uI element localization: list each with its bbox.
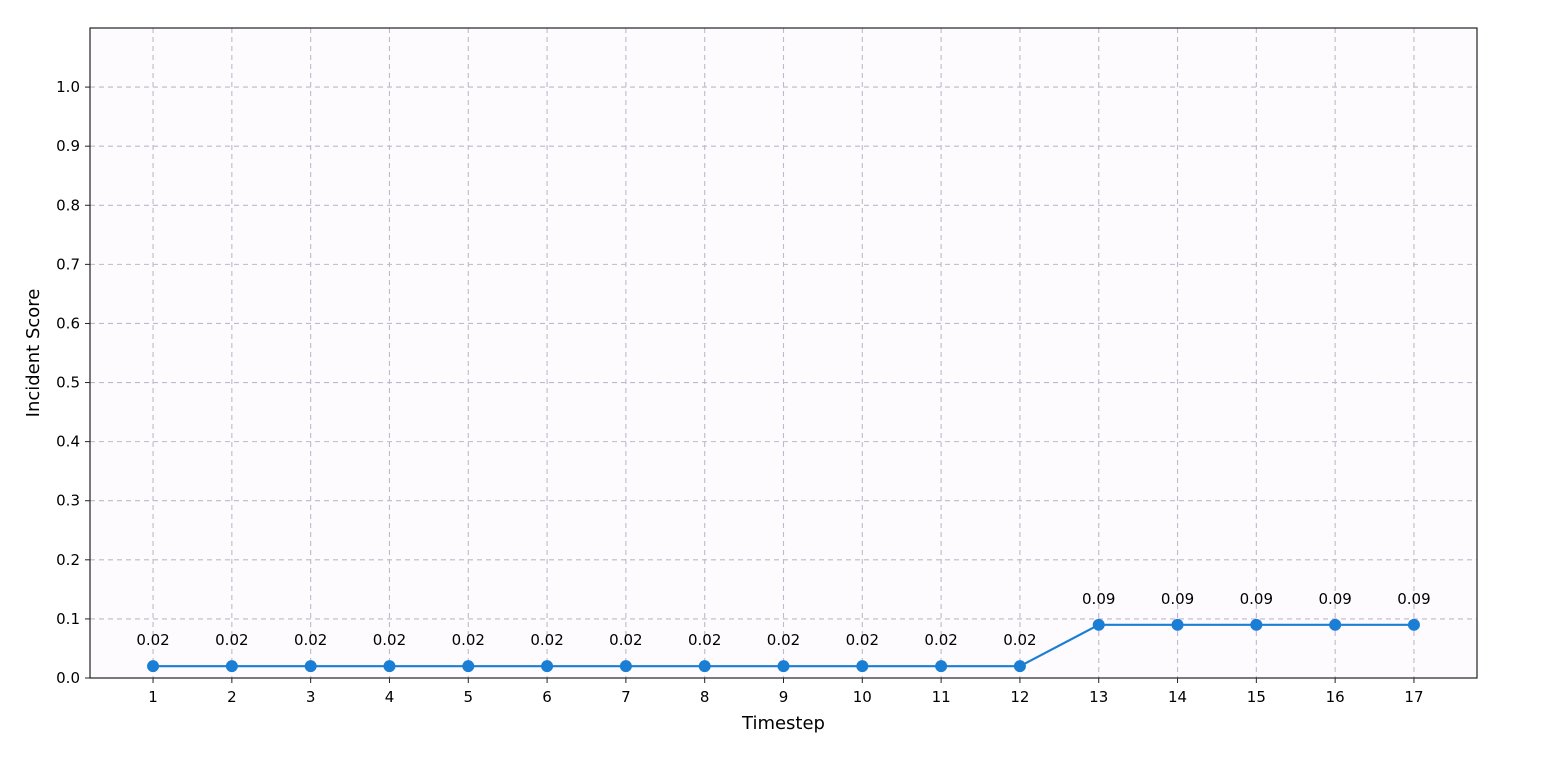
data-point (1171, 618, 1184, 631)
y-tick-label: 0.7 (56, 255, 80, 273)
data-point (1092, 618, 1105, 631)
y-tick-label: 0.9 (56, 137, 80, 155)
x-tick-label: 14 (1168, 688, 1187, 706)
y-tick-label: 0.0 (56, 669, 80, 687)
grid (90, 28, 1477, 678)
data-label: 0.02 (452, 631, 485, 649)
y-tick-label: 0.5 (56, 374, 80, 392)
data-point (1407, 618, 1420, 631)
y-tick-label: 0.3 (56, 492, 80, 510)
data-label: 0.02 (294, 631, 327, 649)
y-axis-ticks: 0.0 0.1 0.2 0.3 0.4 0.5 0.6 0.7 0.8 0.9 1.0 (56, 78, 90, 687)
data-label: 0.02 (846, 631, 879, 649)
data-label: 0.02 (767, 631, 800, 649)
x-tick-label: 3 (306, 688, 316, 706)
data-label: 0.02 (373, 631, 406, 649)
data-point (1013, 660, 1026, 673)
data-label: 0.02 (530, 631, 563, 649)
x-axis-ticks: 1 2 3 4 5 6 7 8 9 10 11 12 13 14 15 16 17 (148, 678, 1424, 706)
y-tick-label: 0.2 (56, 551, 80, 569)
x-tick-label: 7 (621, 688, 631, 706)
x-tick-label: 13 (1089, 688, 1108, 706)
x-tick-label: 10 (853, 688, 872, 706)
data-label: 0.02 (1003, 631, 1036, 649)
y-axis-label: Incident Score (23, 289, 44, 418)
data-point-layer (147, 618, 1420, 673)
data-label: 0.02 (688, 631, 721, 649)
data-point (147, 660, 160, 673)
data-label: 0.09 (1240, 590, 1273, 608)
data-point (856, 660, 869, 673)
x-tick-label: 11 (932, 688, 951, 706)
data-point (1329, 618, 1342, 631)
data-label: 0.09 (1397, 590, 1430, 608)
data-point (777, 660, 790, 673)
x-tick-label: 8 (700, 688, 710, 706)
y-tick-label: 1.0 (56, 78, 80, 96)
data-label-layer: 0.02 0.02 0.02 0.02 0.02 0.02 0.02 0.02 0.02 0.02… (136, 590, 1430, 649)
data-label: 0.02 (924, 631, 957, 649)
data-label: 0.09 (1082, 590, 1115, 608)
x-tick-label: 12 (1010, 688, 1029, 706)
x-tick-label: 2 (227, 688, 237, 706)
x-tick-label: 5 (463, 688, 473, 706)
data-point (1250, 618, 1263, 631)
x-tick-label: 9 (779, 688, 789, 706)
data-point (383, 660, 396, 673)
x-tick-label: 17 (1404, 688, 1423, 706)
data-point (935, 660, 948, 673)
data-label: 0.09 (1318, 590, 1351, 608)
y-tick-label: 0.6 (56, 314, 80, 332)
x-tick-label: 4 (385, 688, 395, 706)
data-label: 0.02 (609, 631, 642, 649)
data-point (541, 660, 554, 673)
data-label: 0.09 (1161, 590, 1194, 608)
y-tick-label: 0.8 (56, 196, 80, 214)
x-tick-label: 1 (148, 688, 158, 706)
x-tick-label: 15 (1247, 688, 1266, 706)
y-tick-label: 0.4 (56, 433, 80, 451)
data-point (462, 660, 475, 673)
data-point (698, 660, 711, 673)
y-tick-label: 0.1 (56, 610, 80, 628)
data-label: 0.02 (136, 631, 169, 649)
x-axis-label: Timestep (741, 713, 825, 734)
x-tick-label: 6 (542, 688, 552, 706)
data-point (304, 660, 317, 673)
data-point (225, 660, 238, 673)
data-point (619, 660, 632, 673)
x-tick-label: 16 (1326, 688, 1345, 706)
data-label: 0.02 (215, 631, 248, 649)
